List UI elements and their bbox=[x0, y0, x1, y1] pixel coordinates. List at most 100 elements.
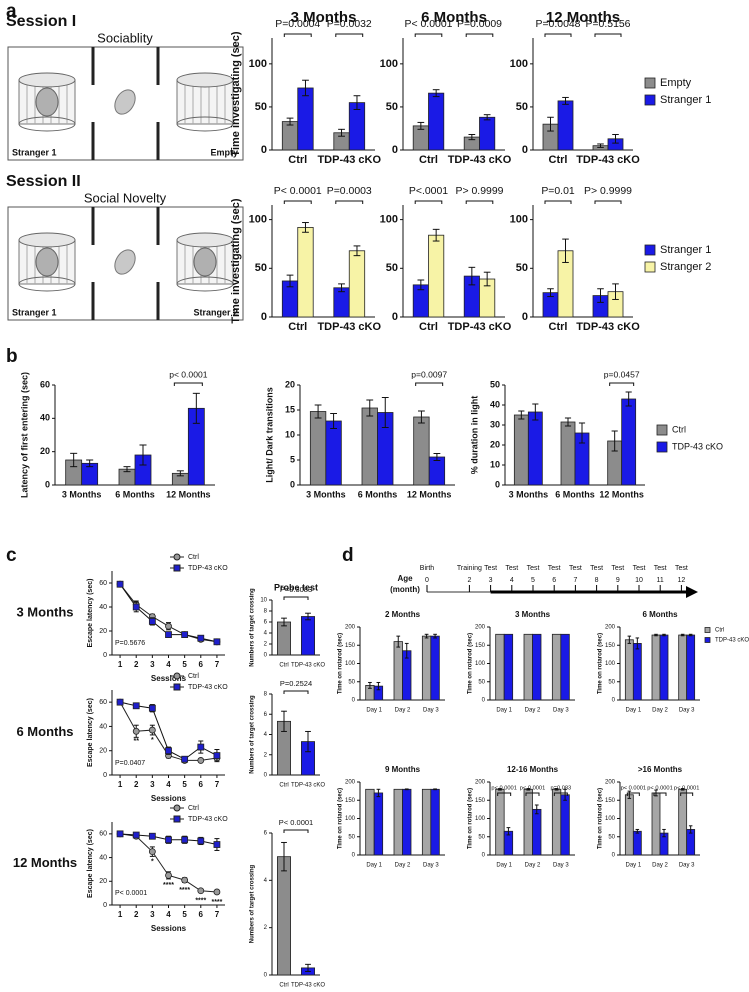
x-tick-label: Day 1 bbox=[625, 708, 641, 714]
sig-bracket bbox=[335, 200, 364, 204]
timeline-event: Test bbox=[633, 565, 646, 572]
legend-marker bbox=[173, 815, 181, 823]
y-tick-label: 150 bbox=[605, 798, 616, 804]
marker bbox=[165, 631, 172, 638]
marker bbox=[132, 831, 140, 839]
y-axis-label: Time on rotarod (sec) bbox=[468, 788, 474, 849]
bar bbox=[632, 830, 642, 856]
legend-marker bbox=[173, 683, 181, 691]
x-tick-label: 4 bbox=[166, 780, 171, 789]
y-tick-label: 0 bbox=[290, 479, 295, 489]
y-tick-label: 200 bbox=[475, 780, 486, 786]
x-tick-label: 2 bbox=[134, 910, 139, 919]
timeline-month: 8 bbox=[595, 577, 599, 584]
x-tick-label: Ctrl bbox=[549, 154, 568, 166]
y-tick-label: 20 bbox=[285, 379, 295, 389]
x-tick-label: Day 1 bbox=[496, 708, 512, 714]
bar bbox=[621, 398, 637, 486]
p-value: P=0.5156 bbox=[586, 19, 631, 30]
y-tick-label: 50 bbox=[478, 679, 485, 685]
x-tick-label: Day 1 bbox=[496, 863, 512, 869]
p-value: P=0.01 bbox=[541, 186, 575, 197]
y-tick-label: 150 bbox=[475, 798, 486, 804]
y-tick-label: 30 bbox=[490, 419, 500, 429]
x-tick-label: 5 bbox=[182, 910, 187, 919]
p-value: p< 0.0001 bbox=[621, 786, 646, 792]
bar bbox=[678, 788, 688, 856]
x-tick-label: 2 bbox=[134, 660, 139, 669]
y-tick-label: 50 bbox=[490, 379, 500, 389]
legend-swatch bbox=[644, 261, 656, 273]
sig-bracket bbox=[414, 33, 443, 37]
x-tick-label: Day 2 bbox=[525, 708, 541, 714]
timeline-event: Test bbox=[654, 565, 667, 572]
marker bbox=[148, 704, 156, 712]
y-tick-label: 0 bbox=[352, 853, 356, 859]
y-tick-label: 20 bbox=[99, 878, 107, 885]
timeline-label: (month) bbox=[390, 585, 420, 594]
bar bbox=[560, 794, 570, 856]
marker bbox=[197, 887, 205, 895]
legend-swatch bbox=[644, 77, 656, 89]
row-label: 6 Months bbox=[16, 724, 73, 739]
bar bbox=[651, 634, 661, 701]
p-value: p=0.0097 bbox=[411, 369, 447, 379]
y-axis-label: Time on rotarod (sec) bbox=[338, 633, 344, 694]
marker bbox=[132, 603, 140, 611]
bar bbox=[276, 621, 291, 656]
timeline-event: Training bbox=[457, 565, 482, 572]
y-tick-label: 5 bbox=[290, 454, 295, 464]
y-axis-label: Time investigating (sec) bbox=[230, 31, 242, 156]
x-tick-label: Day 2 bbox=[395, 708, 411, 714]
sig-bracket bbox=[283, 829, 309, 833]
sig-bracket bbox=[544, 200, 572, 204]
x-tick-label: TDP-43 cKO bbox=[317, 154, 381, 166]
y-tick-label: 50 bbox=[348, 834, 355, 840]
task-title: Sociablity bbox=[97, 30, 153, 45]
timeline-month: 10 bbox=[635, 577, 643, 584]
y-tick-label: 50 bbox=[516, 101, 528, 113]
x-tick-label: 6 Months bbox=[555, 489, 595, 499]
y-tick-label: 15 bbox=[285, 404, 295, 414]
bar bbox=[532, 633, 542, 701]
sig-bracket bbox=[173, 382, 203, 386]
cage-top bbox=[176, 232, 234, 248]
p-value: P> 0.9999 bbox=[584, 186, 632, 197]
y-tick-label: 150 bbox=[475, 643, 486, 649]
x-tick-label: Day 2 bbox=[395, 863, 411, 869]
x-tick-label: 6 Months bbox=[115, 489, 155, 499]
legend-marker bbox=[173, 564, 181, 572]
cage-bottom bbox=[18, 276, 76, 292]
sig-bracket bbox=[283, 690, 309, 694]
chart-title: 12 Months bbox=[546, 9, 620, 26]
timeline-month: 5 bbox=[531, 577, 535, 584]
p-value: P=0.3083 bbox=[280, 585, 312, 594]
legend-label: TDP-43 cKO bbox=[188, 816, 228, 823]
marker bbox=[148, 832, 156, 840]
y-tick-label: 100 bbox=[510, 214, 528, 226]
bar bbox=[624, 639, 634, 701]
sig-bracket bbox=[553, 792, 568, 796]
bar bbox=[479, 116, 496, 151]
y-axis-label: Light/ Dark transitions bbox=[264, 387, 274, 483]
mouse bbox=[114, 249, 136, 275]
mouse bbox=[35, 247, 59, 277]
timeline-event: Test bbox=[569, 565, 582, 572]
x-tick-label: Day 2 bbox=[525, 863, 541, 869]
bar bbox=[430, 788, 440, 856]
marker bbox=[116, 698, 124, 706]
x-tick-label: Day 2 bbox=[652, 708, 668, 714]
y-axis-label: Time investigating (sec) bbox=[230, 198, 242, 323]
y-tick-label: 50 bbox=[348, 679, 355, 685]
timeline-month: 6 bbox=[552, 577, 556, 584]
panel-label: b bbox=[6, 346, 18, 367]
y-tick-label: 10 bbox=[285, 429, 295, 439]
y-tick-label: 40 bbox=[40, 413, 50, 423]
sig-mark: **** bbox=[163, 882, 174, 889]
p-value: P< 0.0001 bbox=[274, 186, 322, 197]
y-tick-label: 0 bbox=[392, 311, 398, 323]
y-tick-label: 100 bbox=[380, 58, 398, 70]
sig-bracket bbox=[680, 792, 694, 796]
timeline-event: Test bbox=[527, 565, 540, 572]
x-tick-label: 5 bbox=[182, 780, 187, 789]
